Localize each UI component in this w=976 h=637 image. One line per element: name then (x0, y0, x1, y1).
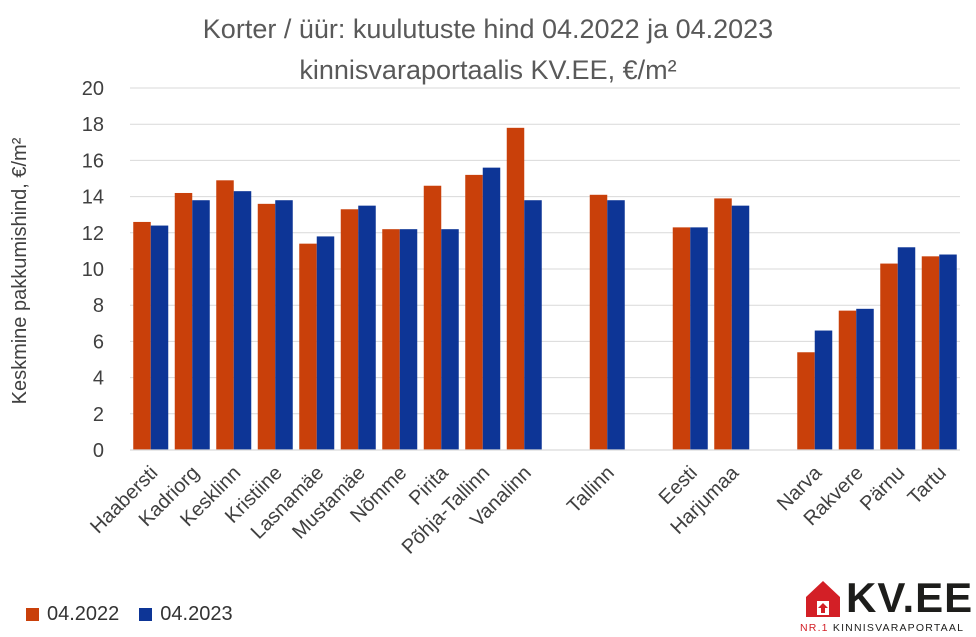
y-tick-label: 2 (93, 404, 104, 426)
y-tick-label: 8 (93, 295, 104, 317)
bar-04.2022-Narva (797, 352, 815, 450)
legend-item-2023: 04.2023 (139, 603, 233, 626)
legend: 04.2022 04.2023 (26, 603, 253, 626)
bar-04.2022-Lasnamäe (299, 243, 317, 450)
bar-04.2023-Tallinn (607, 200, 625, 450)
legend-label-2023: 04.2023 (160, 603, 233, 625)
y-tick-label: 12 (82, 223, 104, 245)
house-logo-icon (806, 581, 840, 617)
y-tick-label: 20 (82, 78, 104, 100)
bar-04.2022-Põhja-Tallinn (465, 174, 483, 450)
logo-wordmark: KV.EE (846, 574, 974, 621)
bar-04.2023-Põhja-Tallinn (482, 167, 501, 450)
bar-04.2023-Tartu (939, 254, 957, 450)
y-tick-label: 16 (82, 150, 104, 172)
bar-04.2023-Vanalinn (524, 200, 542, 450)
chart-subtitle: kinnisvaraportaalis KV.EE, €/m² (299, 55, 677, 85)
legend-swatch-2022 (26, 608, 39, 621)
legend-item-2022: 04.2022 (26, 603, 119, 626)
legend-label-2022: 04.2022 (47, 603, 120, 625)
bar-04.2022-Pirita (423, 185, 442, 451)
bar-04.2022-Tartu (921, 256, 940, 450)
bar-04.2023-Harjumaa (731, 205, 750, 450)
x-tick-label: Tallinn (563, 462, 619, 518)
bar-04.2023-Kesklinn (233, 191, 252, 451)
bar-04.2022-Haabersti (133, 221, 151, 450)
bar-04.2022-Pärnu (880, 263, 898, 450)
bar-04.2023-Mustamäe (358, 205, 376, 450)
logo-tagline: NR.1 KINNISVARAPORTAAL (800, 622, 964, 634)
bar-04.2022-Nõmme (382, 229, 400, 450)
bar-04.2023-Kadriorg (192, 200, 210, 450)
bar-04.2023-Rakvere (856, 308, 874, 450)
logo-tagline-prefix: NR.1 (800, 622, 829, 634)
bar-04.2022-Tallinn (589, 194, 608, 450)
bar-04.2023-Lasnamäe (316, 236, 335, 450)
chart-title: Korter / üür: kuulutuste hind 04.2022 ja… (202, 14, 774, 44)
y-tick-label: 4 (93, 368, 104, 390)
bar-04.2023-Pirita (441, 229, 459, 450)
y-tick-label: 0 (93, 440, 104, 462)
bar-04.2022-Kadriorg (174, 192, 193, 451)
legend-swatch-2023 (139, 608, 153, 621)
bar-04.2023-Kristiine (275, 200, 293, 450)
bar-04.2022-Harjumaa (714, 198, 732, 450)
bar-04.2023-Pärnu (897, 247, 916, 450)
y-tick-label: 10 (82, 259, 104, 281)
bar-04.2022-Vanalinn (506, 127, 525, 450)
bar-04.2023-Eesti (690, 227, 708, 450)
y-tick-label: 6 (93, 331, 104, 353)
kv-ee-logo[interactable]: KV.EE NR.1 KINNISVARAPORTAAL (800, 574, 974, 634)
y-tick-label: 14 (82, 187, 104, 209)
bar-04.2023-Haabersti (150, 225, 169, 450)
bar-04.2023-Nõmme (399, 229, 418, 450)
logo-tagline-text: KINNISVARAPORTAAL (832, 622, 965, 634)
y-axis-label: Keskmine pakkumishind, €/m² (9, 137, 31, 404)
x-tick-label: Tartu (904, 462, 951, 509)
bar-04.2022-Eesti (672, 227, 691, 450)
y-tick-label: 18 (82, 114, 104, 136)
bar-04.2022-Mustamäe (340, 209, 359, 450)
x-tick-label: Pärnu (856, 462, 909, 515)
bar-04.2022-Rakvere (838, 310, 857, 450)
bar-04.2022-Kristiine (257, 203, 276, 450)
bar-04.2023-Narva (814, 330, 833, 450)
bar-04.2022-Kesklinn (216, 180, 234, 450)
